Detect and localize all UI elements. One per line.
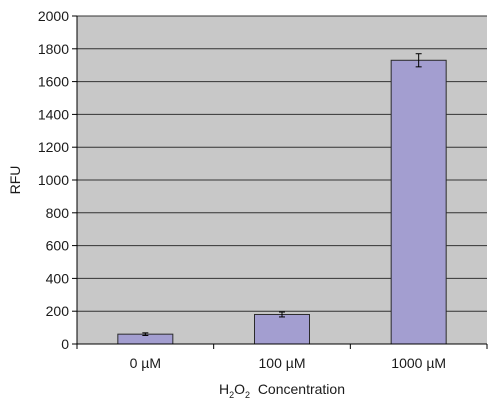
y-axis-title: RFU: [7, 166, 23, 195]
y-tick-label: 1400: [38, 106, 69, 122]
y-tick-label: 1000: [38, 172, 69, 188]
y-axis-ticks: 0 200 400 600 800 1000 1200 1400 1600 1800 2000: [38, 8, 77, 352]
y-tick-label: 1200: [38, 139, 69, 155]
bars: [117, 53, 447, 345]
x-axis-title: H2O2 Concentration: [219, 381, 345, 400]
y-tick-label: 1800: [38, 41, 69, 57]
y-tick-label: 400: [46, 270, 70, 286]
y-tick-label: 2000: [38, 8, 69, 24]
x-tick-label: 0 µM: [130, 355, 161, 371]
y-tick-label: 1600: [38, 74, 69, 90]
y-tick-label: 600: [46, 238, 70, 254]
bar: [390, 59, 447, 345]
y-tick-label: 800: [46, 205, 70, 221]
y-tick-label: 200: [46, 303, 70, 319]
bar: [254, 313, 310, 345]
x-tick-label: 100 µM: [259, 355, 306, 371]
y-tick-label: 0: [61, 336, 69, 352]
x-axis-ticks: 0 µM 100 µM 1000 µM: [76, 344, 488, 371]
x-tick-label: 1000 µM: [391, 355, 446, 371]
